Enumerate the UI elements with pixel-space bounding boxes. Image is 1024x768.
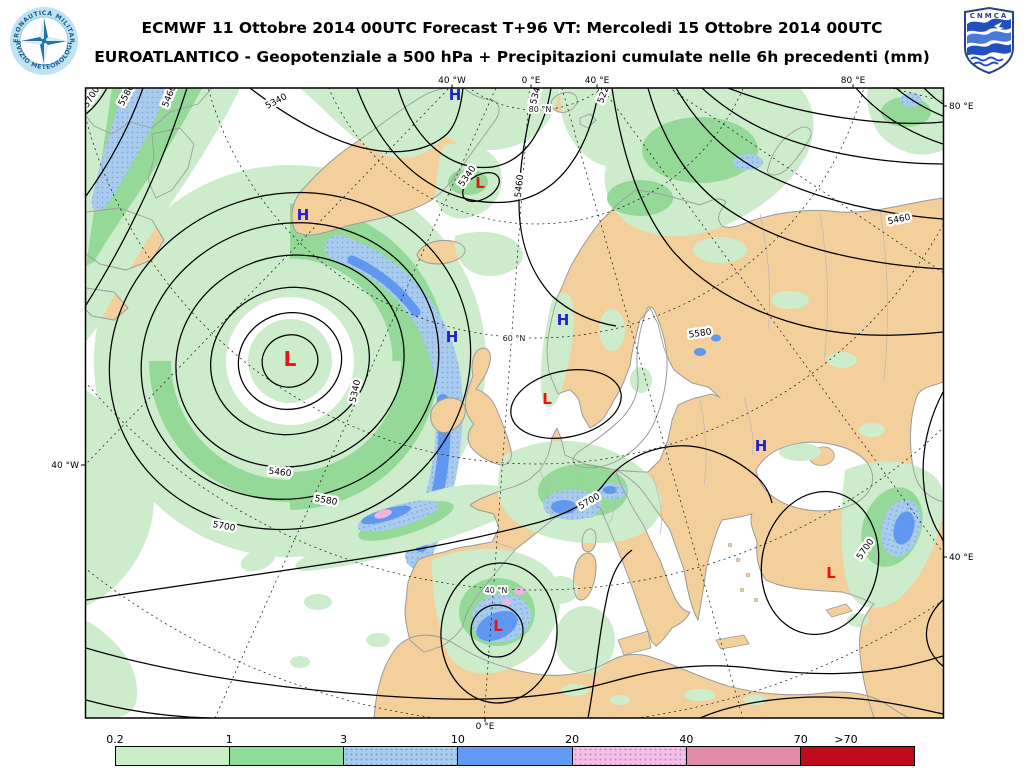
title-line-1: ECMWF 11 Ottobre 2014 00UTC Forecast T+9…	[141, 19, 883, 37]
legend-label: >70	[834, 733, 858, 746]
legend-swatch	[800, 747, 914, 765]
compass-rose-icon	[21, 18, 67, 64]
legend-label: 10	[450, 733, 465, 746]
legend-swatch	[116, 747, 231, 765]
edge-label-top: 40 °W	[438, 76, 466, 86]
legend-label: 3	[340, 733, 348, 746]
cnmca-label: CNMCA	[970, 12, 1009, 20]
header: AERONAUTICA MILITARE SERVIZIO METEOROLOG…	[0, 0, 1024, 82]
low-pressure-marker: L	[826, 564, 836, 582]
legend-label: 70	[793, 733, 808, 746]
legend-swatch	[344, 747, 459, 765]
legend-bar	[115, 746, 915, 766]
cnmca-logo: CNMCA	[964, 6, 1014, 75]
precipitation-legend: 0.2 1 3 10 20 40 70 >70	[0, 733, 1024, 768]
map-frame	[84, 87, 945, 719]
edge-labels: 40 °W 0 °E 40 °E 80 °E 0 °E 40 °W 80 °E 40 °E	[51, 76, 974, 732]
geopotential-contours	[86, 88, 943, 718]
edge-label-top: 0 °E	[522, 76, 541, 86]
edge-label-right: 80 °E	[949, 102, 974, 112]
graticule-label: 80 °N	[529, 105, 552, 114]
legend-labels: 0.2 1 3 10 20 40 70 >70	[0, 733, 1024, 746]
border-layer	[493, 209, 888, 550]
legend-label: 0.2	[106, 733, 124, 746]
title-block: ECMWF 11 Ottobre 2014 00UTC Forecast T+9…	[90, 14, 934, 71]
edge-label-bottom: 0 °E	[476, 722, 495, 732]
high-pressure-marker: H	[449, 86, 462, 104]
edge-label-left: 40 °W	[51, 461, 79, 471]
waves-icon	[967, 18, 1011, 67]
legend-label: 20	[565, 733, 580, 746]
legend-swatch	[686, 747, 801, 765]
title-line-2: EUROATLANTICO - Geopotenziale a 500 hPa …	[94, 47, 930, 66]
low-pressure-marker: L	[284, 347, 297, 371]
low-pressure-marker: L	[542, 390, 552, 408]
graticule-label: 40 °N	[485, 586, 508, 595]
legend-label: 1	[225, 733, 233, 746]
graticule-label: 60 °N	[503, 334, 526, 343]
high-pressure-marker: H	[297, 206, 310, 224]
high-pressure-marker: H	[557, 311, 570, 329]
edge-label-top: 40 °E	[585, 76, 610, 86]
legend-swatch	[572, 747, 687, 765]
edge-label-top: 80 °E	[841, 76, 866, 86]
low-pressure-marker: L	[475, 174, 485, 192]
aeronautica-militare-logo: AERONAUTICA MILITARE SERVIZIO METEOROLOG…	[8, 4, 78, 75]
legend-swatch	[458, 747, 573, 765]
low-pressure-marker: L	[493, 617, 503, 635]
legend-swatch	[230, 747, 345, 765]
legend-label: 40	[679, 733, 694, 746]
lakes	[694, 334, 721, 356]
airplane-icon	[994, 22, 1004, 31]
edge-label-right: 40 °E	[949, 553, 974, 563]
high-pressure-marker: H	[446, 328, 459, 346]
high-pressure-marker: H	[755, 437, 768, 455]
